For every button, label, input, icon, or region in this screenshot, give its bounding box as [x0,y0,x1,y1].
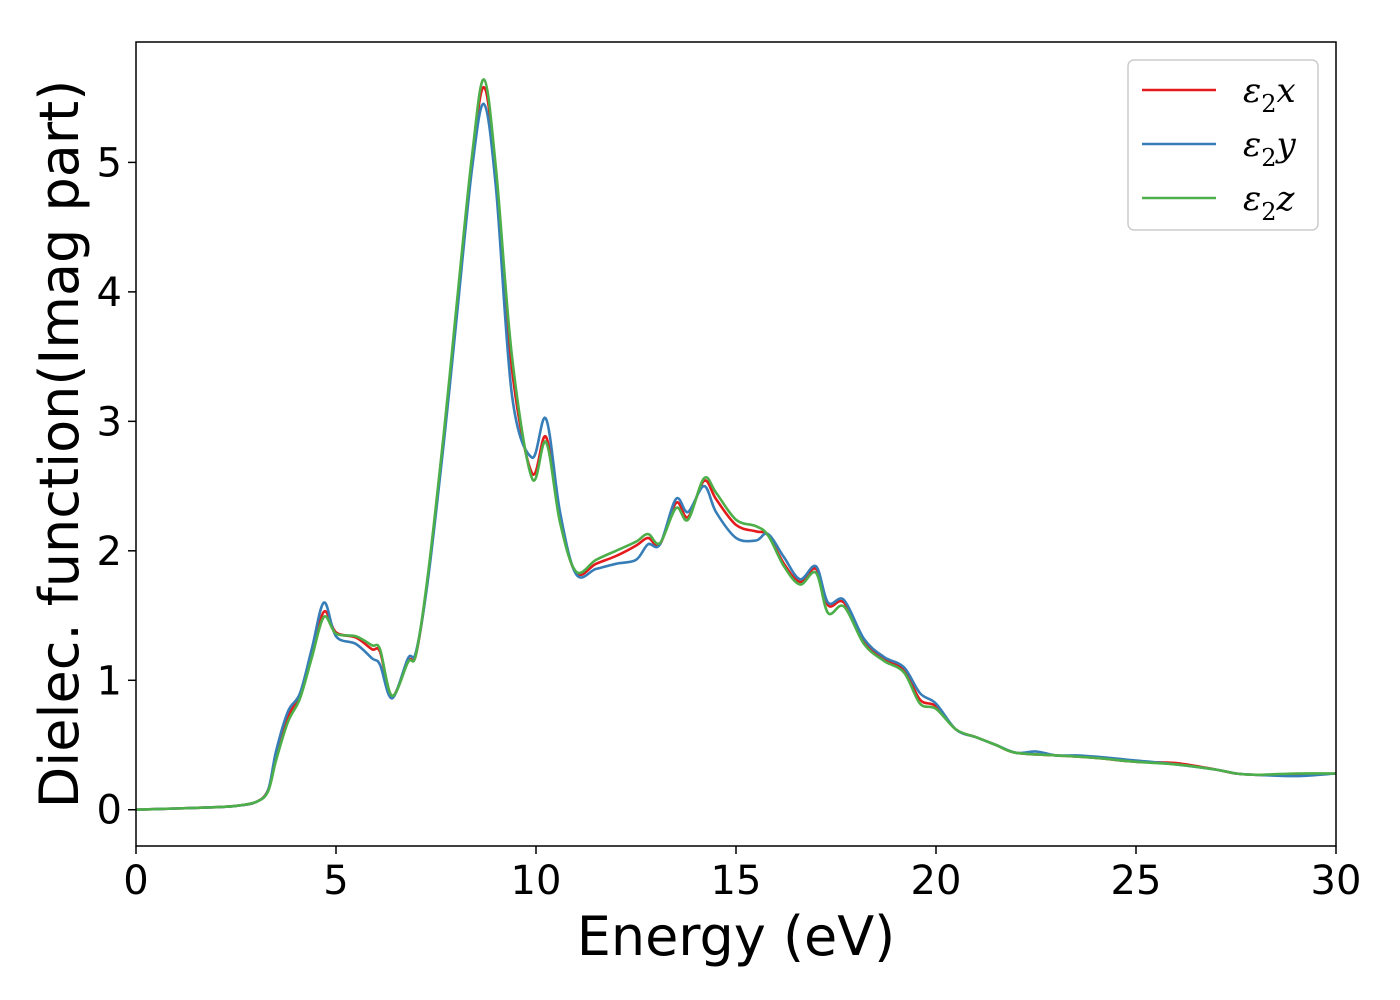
y-tick-label: 0 [97,788,122,834]
y-tick-label: 3 [97,399,122,445]
legend-label-x: ε2x [1243,71,1296,118]
series-line-z [136,78,1336,811]
x-axis-label: Energy (eV) [577,905,896,968]
y-axis-label: Dielec. function(Imag part) [28,80,91,809]
legend-label-suffix: x [1277,71,1296,111]
y-tick-label: 5 [97,140,122,186]
legend-label-subscript: 2 [1261,198,1276,226]
legend-label-base: ε [1243,179,1261,219]
legend-label-base: ε [1243,71,1261,111]
x-tick-label: 15 [711,858,762,904]
x-tick-label: 20 [911,858,962,904]
x-tick-label: 30 [1311,858,1362,904]
legend-label-base: ε [1243,125,1261,165]
x-tick-label: 25 [1111,858,1162,904]
y-tick-label: 4 [97,270,122,316]
legend-frame [1127,59,1319,231]
series-layer [136,78,1336,811]
y-axis-ticks: 0 1 2 3 4 5 [97,140,136,834]
legend-label-suffix: z [1276,179,1296,219]
legend-label-y: ε2y [1243,125,1297,172]
legend-label-subscript: 2 [1261,144,1276,172]
y-tick-label: 1 [97,658,122,704]
x-tick-label: 10 [511,858,562,904]
x-tick-label: 0 [123,858,148,904]
legend-label-subscript: 2 [1261,90,1276,118]
legend-label-suffix: y [1275,125,1297,165]
legend-label-z: ε2z [1243,179,1296,226]
x-axis-ticks: 0 5 10 15 20 25 30 [123,846,1361,904]
x-tick-label: 5 [323,858,348,904]
y-tick-label: 2 [97,529,122,575]
